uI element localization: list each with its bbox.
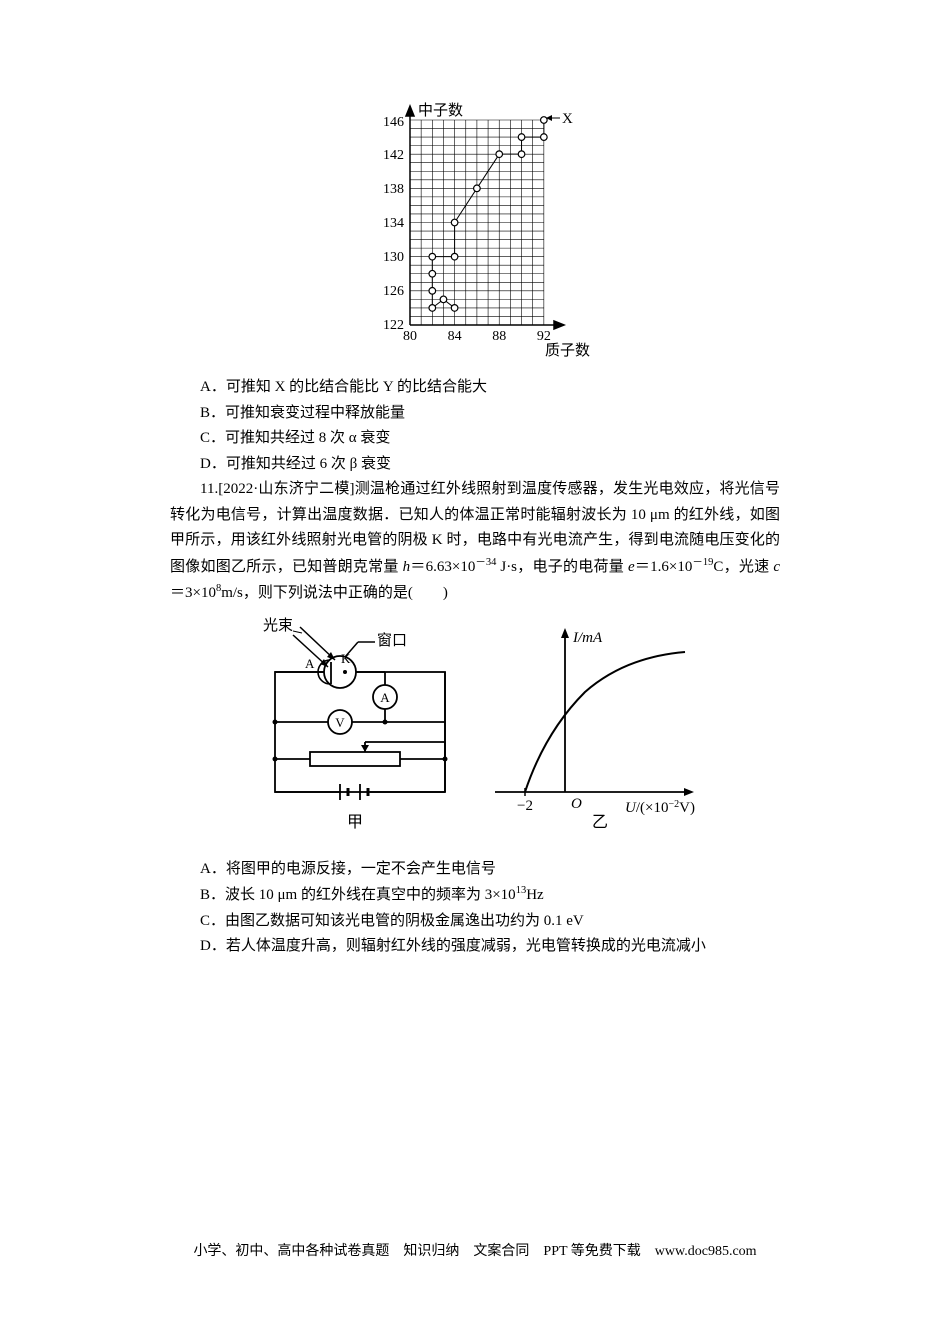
x-axis-label: 质子数	[545, 342, 590, 359]
q11-option-C: C．由图乙数据可知该光电管的阴极金属逸出功约为 0.1 eV	[170, 909, 780, 935]
ammeter-label: A	[380, 690, 390, 705]
ytick-126: 126	[383, 284, 404, 299]
q10-option-B: B．可推知衰变过程中释放能量	[170, 401, 780, 427]
neutron-proton-chart: 122 126 130 134 138 142 146 80 84 88 92 …	[360, 100, 590, 360]
page-footer: 小学、初中、高中各种试卷真题 知识归纳 文案合同 PPT 等免费下载 www.d…	[170, 1240, 780, 1264]
q10-option-C: C．可推知共经过 8 次 α 衰变	[170, 426, 780, 452]
iv-graph: I/mA U/(×10−2V) −2 O 乙	[495, 628, 695, 831]
xtick-84: 84	[448, 329, 462, 344]
q11-option-D: D．若人体温度升高，则辐射红外线的强度减弱，光电管转换成的光电流减小	[170, 934, 780, 960]
q10-option-D: D．可推知共经过 6 次 β 衰变	[170, 452, 780, 478]
y-axis-label-right: I/mA	[572, 630, 603, 646]
xtick-88: 88	[492, 329, 506, 344]
ytick-138: 138	[383, 182, 404, 197]
ytick-146: 146	[383, 115, 404, 130]
point-X-label: X	[562, 111, 573, 127]
label-window: 窗口	[377, 631, 407, 649]
ytick-130: 130	[383, 250, 404, 265]
origin-label: O	[571, 796, 582, 812]
circuit-and-graph: A K 光束 窗口 A V	[245, 612, 705, 842]
ytick-122: 122	[383, 318, 404, 333]
xtick-neg2: −2	[517, 798, 533, 814]
y-axis-label: 中子数	[418, 102, 463, 119]
q11-option-A: A．将图甲的电源反接，一定不会产生电信号	[170, 857, 780, 883]
caption-left: 甲	[347, 814, 363, 831]
label-light-beam: 光束	[263, 617, 293, 634]
label-A-electrode: A	[305, 656, 315, 671]
q11-option-B: B．波长 10 μm 的红外线在真空中的频率为 3×1013Hz	[170, 882, 780, 909]
q10-option-A: A．可推知 X 的比结合能比 Y 的比结合能大	[170, 375, 780, 401]
chart1-grid	[406, 106, 564, 329]
ytick-134: 134	[383, 216, 404, 231]
x-axis-label-right: U/(×10−2V)	[625, 798, 695, 816]
xtick-92: 92	[537, 329, 551, 344]
circuit-diagram: A K 光束 窗口 A V	[263, 617, 448, 831]
caption-right: 乙	[592, 814, 608, 831]
xtick-80: 80	[403, 329, 417, 344]
voltmeter-label: V	[335, 715, 345, 730]
ytick-142: 142	[383, 148, 404, 163]
label-K-electrode: K	[341, 651, 351, 666]
q11-intro: 11.[2022·山东济宁二模]测温枪通过红外线照射到温度传感器，发生光电效应，…	[170, 477, 780, 607]
